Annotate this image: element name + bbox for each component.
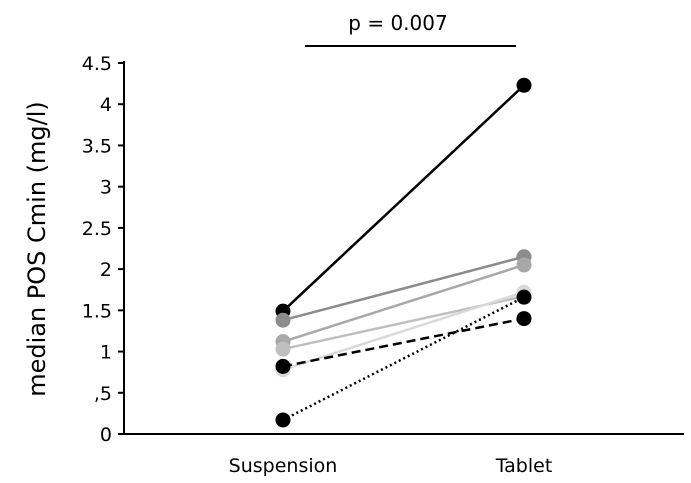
y-axis-label: median POS Cmin (mg/l) <box>23 101 51 397</box>
series-line <box>282 291 525 371</box>
y-tick-label: 4 <box>100 94 112 116</box>
y-tick-label: 0 <box>100 424 112 446</box>
p-value-annotation: p = 0.007 <box>348 11 447 35</box>
series-1 <box>275 77 532 319</box>
y-tick-label: 4.5 <box>82 53 112 75</box>
y-tick-label: ,5 <box>94 383 112 405</box>
series-line <box>282 84 525 313</box>
series-line <box>282 317 525 368</box>
series-line <box>282 255 525 322</box>
data-point <box>275 312 291 328</box>
data-point <box>516 257 532 273</box>
y-tick-label: 2 <box>100 259 112 281</box>
data-point <box>516 77 532 93</box>
series-2 <box>275 249 532 328</box>
series-layer <box>275 77 532 428</box>
series-line <box>282 263 525 343</box>
x-tick-label: Suspension <box>229 455 338 477</box>
y-tick-label: 2.5 <box>82 218 112 240</box>
series-4 <box>275 288 532 357</box>
series-7 <box>275 289 532 428</box>
y-tick-label: 1 <box>100 342 112 364</box>
y-tick-label: 1.5 <box>82 300 112 322</box>
y-tick-label: 3 <box>100 177 112 199</box>
x-tick-label: Tablet <box>495 455 553 477</box>
series-line <box>282 296 525 422</box>
y-tick-label: 3.5 <box>82 135 112 157</box>
series-6 <box>275 311 532 374</box>
data-point <box>275 412 291 428</box>
data-point <box>275 341 291 357</box>
data-point <box>516 311 532 327</box>
axes: 0 ,5 1 1.5 2 2.5 3 3.5 4 4.5 Suspension Tablet <box>82 53 684 477</box>
data-point <box>275 358 291 374</box>
data-point <box>516 289 532 305</box>
